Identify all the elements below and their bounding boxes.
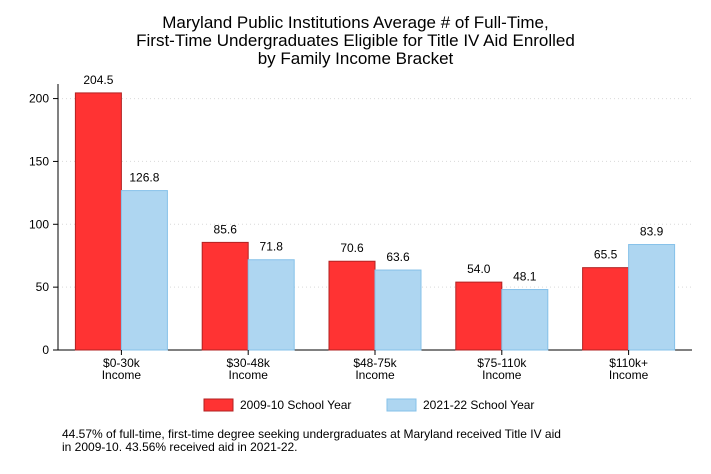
bar bbox=[74, 92, 122, 351]
x-tick-label: $48-75k bbox=[353, 356, 397, 370]
y-tick-label: 100 bbox=[29, 217, 49, 231]
bar bbox=[120, 190, 168, 351]
data-label: 65.5 bbox=[594, 248, 618, 262]
bar bbox=[628, 244, 676, 351]
y-tick-label: 50 bbox=[36, 280, 50, 294]
data-label: 54.0 bbox=[467, 262, 491, 276]
data-label: 126.8 bbox=[129, 171, 159, 185]
bar bbox=[328, 260, 376, 351]
chart-title: Maryland Public Institutions Average # o… bbox=[0, 14, 711, 68]
legend-label: 2021-22 School Year bbox=[423, 398, 534, 412]
footnote-line: in 2009-10. 43.56% received aid in 2021-… bbox=[62, 440, 298, 454]
data-label: 83.9 bbox=[640, 225, 664, 239]
x-tick-label: $0-30k bbox=[103, 356, 141, 370]
chart-title-line: First-Time Undergraduates Eligible for T… bbox=[136, 31, 575, 50]
data-label: 70.6 bbox=[340, 241, 364, 255]
x-tick-label: Income bbox=[482, 368, 522, 382]
data-label: 85.6 bbox=[214, 222, 238, 236]
bar bbox=[201, 241, 249, 351]
data-label: 204.5 bbox=[83, 73, 113, 87]
data-label: 71.8 bbox=[260, 240, 284, 254]
bar bbox=[247, 259, 295, 351]
data-label: 63.6 bbox=[386, 250, 410, 264]
bar bbox=[501, 289, 549, 351]
chart-title-line: by Family Income Bracket bbox=[257, 49, 454, 68]
legend-swatch bbox=[386, 398, 417, 412]
bar bbox=[582, 267, 630, 351]
legend-label: 2009-10 School Year bbox=[240, 398, 351, 412]
legend-swatch bbox=[203, 398, 234, 412]
x-tick-label: Income bbox=[102, 368, 142, 382]
y-tick-label: 150 bbox=[29, 154, 49, 168]
bar bbox=[374, 269, 422, 351]
x-tick-label: $30-48k bbox=[227, 356, 271, 370]
footnote-line: 44.57% of full-time, first-time degree s… bbox=[62, 427, 561, 441]
data-label: 48.1 bbox=[513, 270, 537, 284]
x-tick-label: $110k+ bbox=[609, 356, 648, 370]
footnote: 44.57% of full-time, first-time degree s… bbox=[62, 428, 682, 454]
x-tick-label: Income bbox=[355, 368, 395, 382]
x-tick-label: Income bbox=[229, 368, 269, 382]
bar bbox=[455, 281, 503, 351]
x-tick-label: $75-110k bbox=[477, 356, 527, 370]
y-tick-label: 200 bbox=[29, 92, 49, 106]
chart-title-line: Maryland Public Institutions Average # o… bbox=[162, 13, 549, 32]
y-tick-label: 0 bbox=[42, 343, 49, 357]
x-tick-label: Income bbox=[609, 368, 649, 382]
